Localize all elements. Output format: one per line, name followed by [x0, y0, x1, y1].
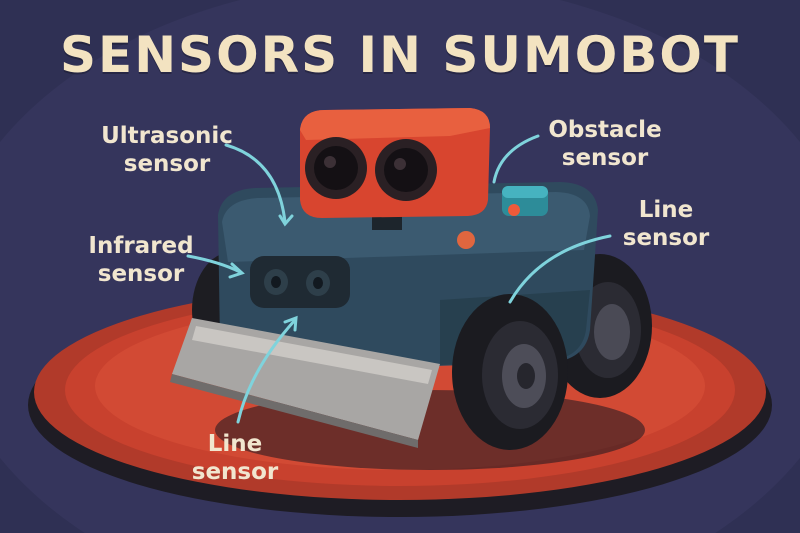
label-ultrasonic-line2: sensor [123, 151, 211, 177]
label-obstacle-sensor: Obstacle sensor [535, 116, 675, 172]
callout-arrows [186, 134, 612, 424]
infrared-sensor [250, 256, 350, 308]
label-ultrasonic-line1: Ultrasonic [101, 123, 233, 149]
front-plow [170, 318, 440, 448]
label-line-sensor-bottom: Line sensor [180, 430, 290, 486]
label-line-bottom-line2: sensor [191, 459, 279, 485]
arrow-line-bottom-head [283, 315, 298, 332]
label-infrared-line2: sensor [97, 261, 185, 287]
ultrasonic-sensor [300, 108, 490, 230]
label-infrared-line1: Infrared [88, 233, 194, 259]
label-ultrasonic-sensor: Ultrasonic sensor [92, 122, 242, 178]
label-obstacle-line2: sensor [561, 145, 649, 171]
arrow-infrared-head [228, 262, 245, 279]
indicator-light [457, 231, 475, 249]
label-obstacle-line1: Obstacle [548, 117, 662, 143]
wheel-front-right [452, 294, 568, 450]
arrow-ultrasonic-head [278, 214, 294, 227]
arrow-line-right [508, 234, 612, 304]
label-line-right-line1: Line [638, 197, 694, 223]
arrow-infrared [186, 254, 242, 274]
arrow-line-bottom [236, 318, 297, 424]
label-infrared-sensor: Infrared sensor [82, 232, 200, 288]
arrow-ultrasonic [224, 143, 287, 224]
label-line-sensor-right: Line sensor [606, 196, 726, 252]
arrow-obstacle [492, 134, 540, 184]
page-title: SENSORS IN SUMOBOT [60, 26, 740, 84]
label-line-bottom-line1: Line [207, 431, 263, 457]
label-line-right-line2: sensor [622, 225, 710, 251]
obstacle-sensor [502, 186, 548, 216]
